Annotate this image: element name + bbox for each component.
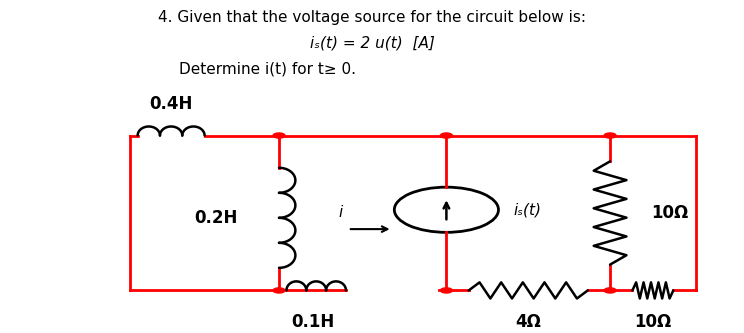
Circle shape — [604, 288, 616, 293]
Circle shape — [273, 288, 285, 293]
Text: 10Ω: 10Ω — [651, 204, 688, 222]
Text: iₛ(t): iₛ(t) — [513, 202, 542, 217]
Circle shape — [440, 133, 452, 138]
Text: i: i — [339, 205, 342, 220]
Text: Determine i(t) for t≥ 0.: Determine i(t) for t≥ 0. — [179, 61, 356, 76]
Text: 4Ω: 4Ω — [516, 313, 541, 331]
Text: 4. Given that the voltage source for the circuit below is:: 4. Given that the voltage source for the… — [158, 10, 586, 25]
Circle shape — [440, 288, 452, 293]
Circle shape — [604, 133, 616, 138]
Text: 0.4H: 0.4H — [150, 95, 193, 113]
Text: 0.1H: 0.1H — [291, 313, 334, 331]
Circle shape — [273, 133, 285, 138]
Text: iₛ(t) = 2 u(t)  [A]: iₛ(t) = 2 u(t) [A] — [310, 36, 434, 51]
Text: 0.2H: 0.2H — [194, 209, 237, 227]
Text: 10Ω: 10Ω — [634, 313, 672, 331]
